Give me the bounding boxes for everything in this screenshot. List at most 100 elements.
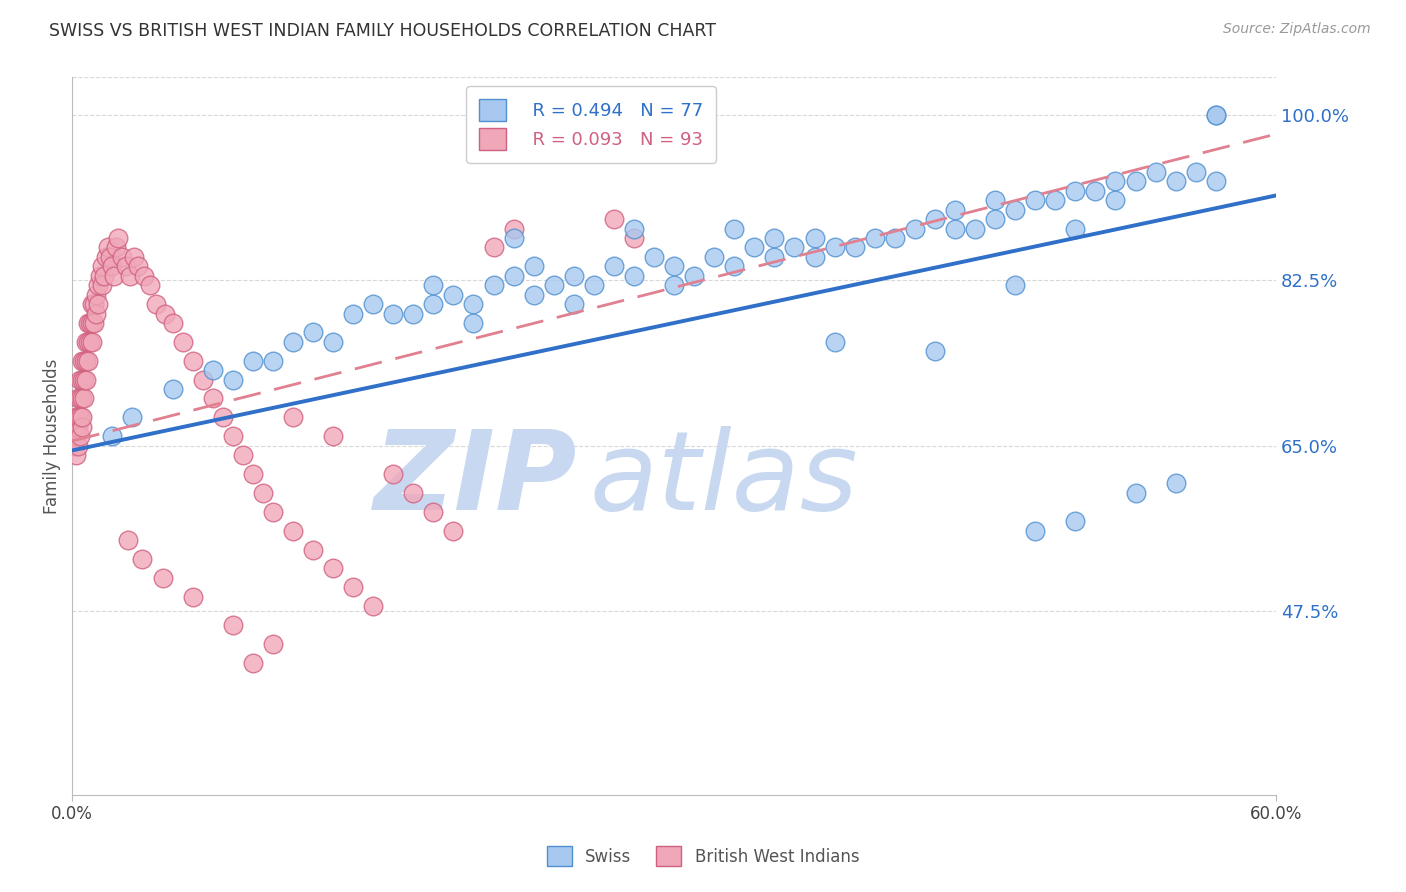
Point	[703, 250, 725, 264]
Point	[322, 561, 344, 575]
Point	[723, 260, 745, 274]
Point	[121, 410, 143, 425]
Point	[382, 306, 405, 320]
Point	[623, 221, 645, 235]
Point	[67, 392, 90, 406]
Point	[463, 316, 485, 330]
Point	[1205, 174, 1227, 188]
Point	[482, 278, 505, 293]
Point	[322, 334, 344, 349]
Point	[1144, 165, 1167, 179]
Point	[145, 297, 167, 311]
Point	[83, 297, 105, 311]
Point	[322, 429, 344, 443]
Point	[63, 439, 86, 453]
Point	[361, 599, 384, 614]
Point	[382, 467, 405, 481]
Point	[1064, 184, 1087, 198]
Point	[943, 221, 966, 235]
Y-axis label: Family Households: Family Households	[44, 359, 60, 514]
Point	[361, 297, 384, 311]
Point	[984, 193, 1007, 207]
Point	[63, 429, 86, 443]
Point	[139, 278, 162, 293]
Point	[963, 221, 986, 235]
Point	[65, 429, 87, 443]
Point	[441, 524, 464, 538]
Point	[562, 297, 585, 311]
Point	[87, 278, 110, 293]
Point	[69, 410, 91, 425]
Point	[82, 316, 104, 330]
Point	[1064, 221, 1087, 235]
Point	[211, 410, 233, 425]
Point	[98, 250, 121, 264]
Point	[72, 410, 94, 425]
Point	[562, 268, 585, 283]
Text: Source: ZipAtlas.com: Source: ZipAtlas.com	[1223, 22, 1371, 37]
Point	[863, 231, 886, 245]
Text: SWISS VS BRITISH WEST INDIAN FAMILY HOUSEHOLDS CORRELATION CHART: SWISS VS BRITISH WEST INDIAN FAMILY HOUS…	[49, 22, 716, 40]
Point	[1104, 174, 1126, 188]
Point	[262, 637, 284, 651]
Point	[402, 306, 425, 320]
Point	[402, 486, 425, 500]
Point	[103, 268, 125, 283]
Text: ZIP: ZIP	[374, 425, 578, 533]
Point	[65, 419, 87, 434]
Point	[924, 212, 946, 227]
Point	[96, 250, 118, 264]
Point	[101, 429, 124, 443]
Point	[302, 326, 325, 340]
Point	[824, 240, 846, 254]
Point	[1084, 184, 1107, 198]
Point	[191, 373, 214, 387]
Point	[120, 268, 142, 283]
Point	[262, 353, 284, 368]
Text: atlas: atlas	[591, 425, 859, 533]
Point	[69, 392, 91, 406]
Point	[67, 439, 90, 453]
Point	[543, 278, 565, 293]
Point	[82, 297, 104, 311]
Point	[134, 268, 156, 283]
Point	[97, 240, 120, 254]
Point	[222, 373, 245, 387]
Point	[89, 268, 111, 283]
Point	[422, 505, 444, 519]
Point	[1004, 202, 1026, 217]
Point	[643, 250, 665, 264]
Point	[281, 334, 304, 349]
Point	[623, 268, 645, 283]
Point	[115, 260, 138, 274]
Point	[422, 278, 444, 293]
Point	[1164, 174, 1187, 188]
Point	[1024, 524, 1046, 538]
Point	[131, 552, 153, 566]
Point	[763, 250, 786, 264]
Point	[342, 580, 364, 594]
Point	[111, 250, 134, 264]
Point	[744, 240, 766, 254]
Point	[79, 316, 101, 330]
Point	[1004, 278, 1026, 293]
Point	[72, 373, 94, 387]
Point	[73, 373, 96, 387]
Point	[79, 334, 101, 349]
Point	[242, 656, 264, 670]
Point	[72, 419, 94, 434]
Point	[73, 353, 96, 368]
Point	[162, 382, 184, 396]
Point	[242, 467, 264, 481]
Point	[422, 297, 444, 311]
Point	[463, 297, 485, 311]
Point	[1184, 165, 1206, 179]
Point	[181, 353, 204, 368]
Point	[302, 542, 325, 557]
Point	[723, 221, 745, 235]
Point	[662, 278, 685, 293]
Point	[262, 505, 284, 519]
Point	[1125, 486, 1147, 500]
Point	[252, 486, 274, 500]
Point	[201, 392, 224, 406]
